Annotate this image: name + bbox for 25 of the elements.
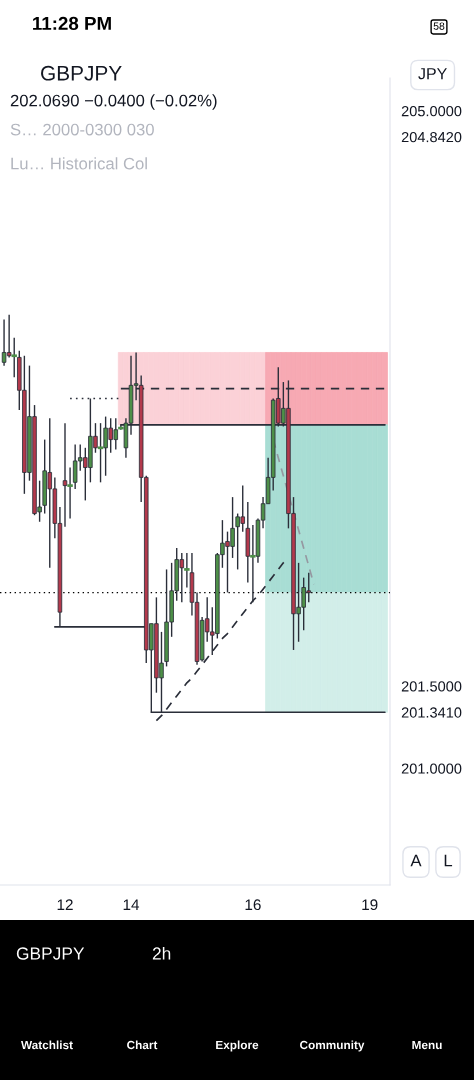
- text: GBPJPY: [16, 947, 85, 960]
- text: 202.0690 −0.0400 (−0.02%): [10, 94, 217, 110]
- y-tick-label: 201.3410: [401, 707, 462, 718]
- y-tick-label: 201.5000: [401, 681, 462, 692]
- text: Explore: [216, 1040, 259, 1052]
- text: 11:28 PM: [33, 16, 111, 31]
- y-tick-label: 205.0000: [401, 105, 462, 117]
- chart-title: GBPJPY: [41, 65, 122, 81]
- text: 2h: [152, 946, 171, 960]
- text: A: [410, 854, 422, 867]
- y-tick-label: 201.0000: [401, 763, 462, 774]
- text: Chart: [127, 1040, 158, 1050]
- text: L: [444, 854, 453, 867]
- annotation: S… 2000-0300 030: [10, 123, 154, 136]
- text: Watchlist: [21, 1040, 73, 1050]
- text: Menu: [412, 1040, 442, 1050]
- annotation: Lu… Historical Col: [11, 157, 147, 170]
- text: 58: [433, 22, 445, 30]
- x-tick-label: 14: [123, 899, 140, 910]
- y-tick-label: 204.8420: [401, 131, 462, 143]
- x-tick-label: 19: [362, 899, 378, 911]
- x-tick-label: 12: [57, 899, 73, 910]
- text: JPY: [418, 68, 447, 80]
- x-tick-label: 16: [245, 899, 261, 911]
- text: Community: [300, 1040, 365, 1052]
